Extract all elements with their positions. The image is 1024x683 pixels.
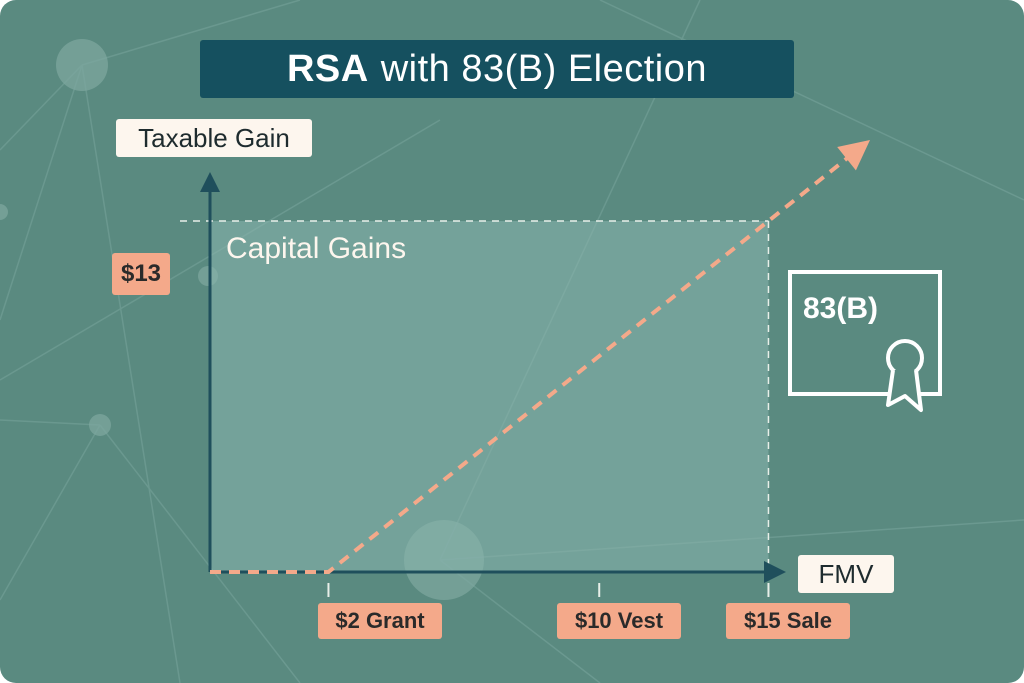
x-axis-label: FMV <box>798 555 894 593</box>
title-rest: with 83(B) Election <box>380 47 708 90</box>
x-axis-arrow-icon <box>764 561 786 583</box>
series-line <box>210 148 859 574</box>
certificate-label: 83(B) <box>803 292 879 325</box>
capital-gains-region <box>210 221 769 572</box>
certificate-icon <box>788 270 942 412</box>
series-arrow-icon <box>837 140 870 171</box>
x-tick-label-vest: $10 Vest <box>557 603 681 639</box>
capital-gains-label: Capital Gains <box>226 232 407 265</box>
x-tick-marks <box>327 583 770 597</box>
y-axis-label: Taxable Gain <box>116 119 312 157</box>
y-axis-arrow-icon <box>200 172 220 192</box>
title-bold: RSA <box>286 47 369 90</box>
chart-title: RSA with 83(B) Election <box>200 40 794 98</box>
y-tick-label: $13 <box>112 253 170 295</box>
x-tick-label-grant: $2 Grant <box>318 603 442 639</box>
x-tick-label-sale: $15 Sale <box>726 603 850 639</box>
